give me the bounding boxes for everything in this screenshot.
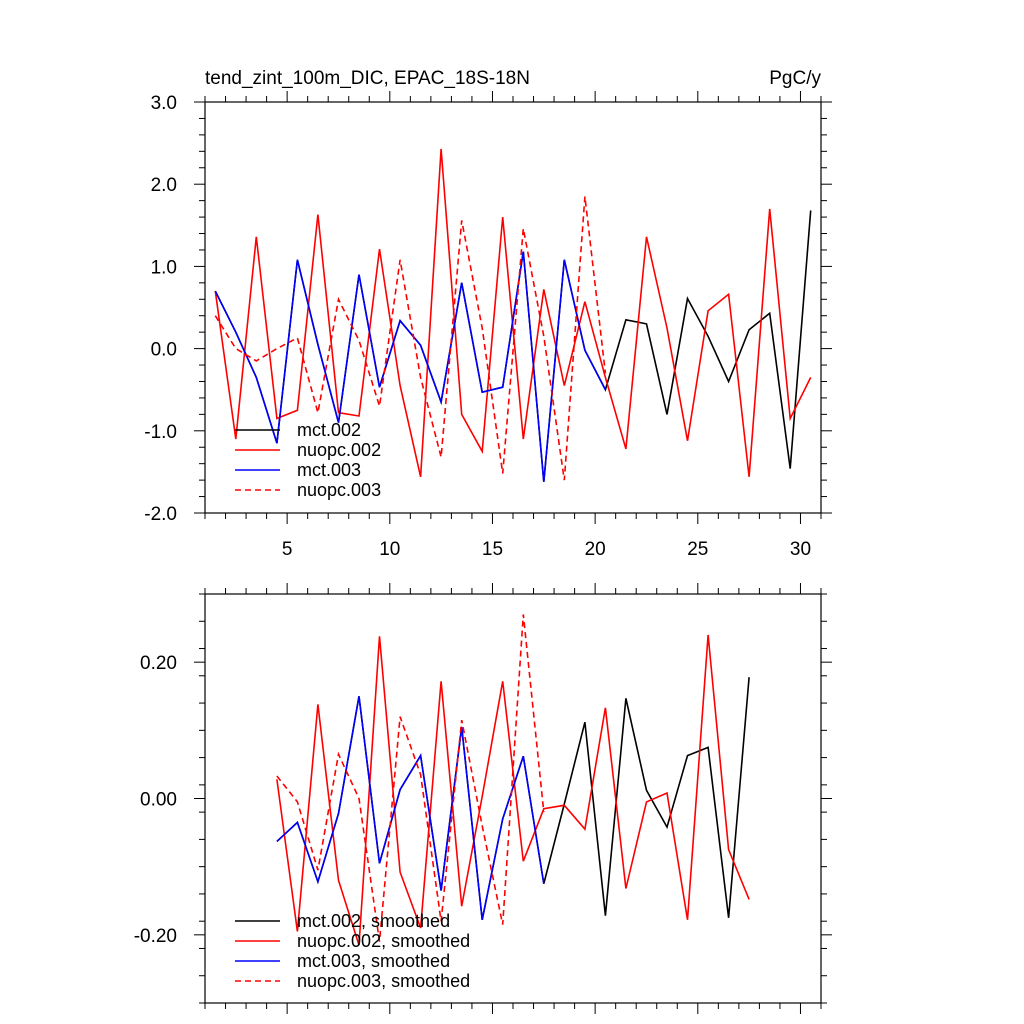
legend-label: nuopc.003 — [297, 480, 381, 500]
legend-label: mct.002 — [297, 420, 361, 440]
series-line — [214, 251, 607, 482]
y-tick-label: -0.20 — [134, 926, 177, 947]
series-line — [214, 196, 607, 481]
legend-label: mct.003 — [297, 460, 361, 480]
series-line — [276, 696, 545, 920]
series-line — [214, 148, 812, 477]
y-tick-label: 0.00 — [140, 790, 177, 811]
series-line — [276, 614, 545, 942]
chart-title: tend_zint_100m_DIC, EPAC_18S-18N — [205, 68, 530, 89]
legend-label: nuopc.002, smoothed — [297, 931, 470, 951]
y-tick-label: 0.20 — [140, 653, 177, 674]
y-tick-label: 1.0 — [151, 257, 177, 278]
series-line — [276, 677, 750, 920]
x-tick-label: 20 — [585, 539, 606, 560]
x-tick-label: 30 — [790, 539, 811, 560]
x-tick-label: 5 — [282, 539, 293, 560]
legend-label: nuopc.003, smoothed — [297, 971, 470, 991]
y-tick-label: -2.0 — [144, 504, 177, 525]
x-tick-label: 10 — [379, 539, 400, 560]
x-tick-label: 15 — [482, 539, 503, 560]
bottom-panel: -0.20 0.00 0.20 mct.002, smoothednuopc.002,… — [134, 583, 832, 1014]
legend-label: nuopc.002 — [297, 440, 381, 460]
x-tick-label: 25 — [687, 539, 708, 560]
legend-label: mct.003, smoothed — [297, 951, 450, 971]
top-panel: 5 10 15 20 25 30-2.0-1.00.01.02.03.0mct.002nu… — [144, 91, 832, 560]
y-tick-label: 0.0 — [151, 340, 177, 361]
y-tick-label: -1.0 — [144, 422, 177, 443]
y-tick-label: 2.0 — [151, 175, 177, 196]
y-tick-label: 3.0 — [151, 93, 177, 114]
units-label: PgC/y — [769, 68, 821, 89]
legend-label: mct.002, smoothed — [297, 911, 450, 931]
